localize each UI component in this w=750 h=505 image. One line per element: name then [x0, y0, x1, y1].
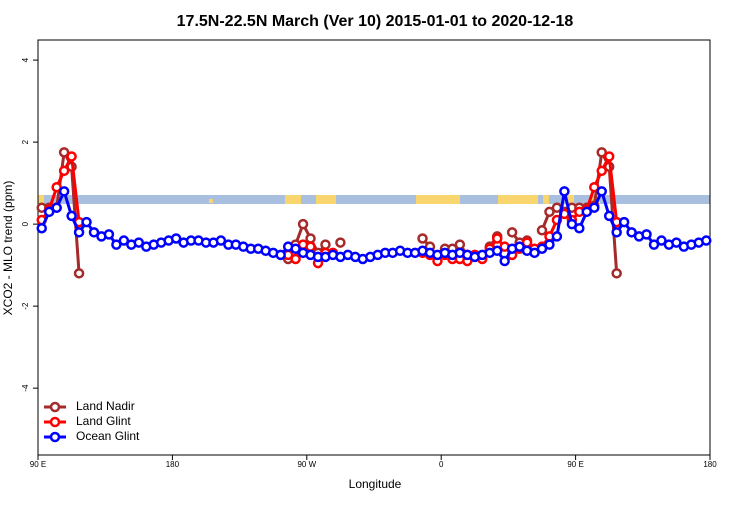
data-point	[648, 239, 660, 250]
data-point	[417, 233, 428, 244]
data-point	[603, 210, 615, 222]
data-point	[514, 241, 525, 252]
data-point	[335, 237, 346, 248]
data-point	[305, 241, 316, 252]
data-point	[491, 233, 503, 244]
land-mask-strip	[38, 195, 710, 204]
data-point	[58, 165, 70, 177]
data-point	[491, 245, 503, 257]
y-tick-label: 2	[21, 139, 30, 144]
data-point	[544, 206, 555, 218]
data-point	[626, 227, 637, 238]
data-point	[215, 235, 227, 246]
chart-title: 17.5N-22.5N March (Ver 10) 2015-01-01 to…	[177, 13, 574, 30]
data-point	[589, 181, 600, 193]
x-tick-label: 180	[166, 460, 180, 469]
data-point	[574, 222, 585, 234]
data-point	[529, 247, 540, 259]
data-point	[596, 165, 607, 177]
y-tick-label: 4	[21, 57, 30, 62]
x-tick-label: 90 E	[30, 460, 46, 469]
y-tick-label: 0	[21, 221, 30, 226]
legend-label: Land Nadir	[76, 399, 135, 413]
data-point	[499, 255, 510, 267]
data-point	[536, 225, 548, 236]
data-point	[103, 229, 115, 240]
data-point	[51, 181, 62, 193]
data-point	[581, 206, 593, 218]
data-point	[111, 239, 122, 250]
data-point	[36, 222, 47, 234]
data-point	[66, 210, 77, 222]
data-point	[656, 235, 667, 246]
data-point	[454, 239, 466, 250]
data-point	[506, 227, 518, 238]
data-point	[618, 216, 630, 228]
legend-label: Land Glint	[76, 414, 131, 428]
data-point	[290, 243, 301, 254]
data-point	[58, 186, 70, 197]
x-tick-label: 180	[703, 460, 717, 469]
data-point	[611, 268, 622, 279]
y-axis-label: XCO2 - MLO trend (ppm)	[1, 181, 15, 316]
data-point	[536, 243, 548, 254]
data-point	[671, 237, 682, 248]
y-tick-label: -4	[21, 384, 30, 392]
data-point	[320, 239, 331, 250]
x-tick-label: 90 W	[297, 460, 316, 469]
data-point	[43, 206, 55, 218]
data-point	[66, 151, 77, 162]
data-point	[81, 216, 92, 228]
data-point	[275, 249, 286, 261]
data-point	[88, 227, 100, 238]
data-point	[58, 147, 70, 158]
data-point	[544, 239, 555, 250]
data-point	[603, 151, 615, 162]
data-point	[551, 231, 563, 242]
x-tick-label: 90 E	[567, 460, 583, 469]
data-point	[596, 186, 607, 197]
data-point	[305, 233, 316, 244]
data-point	[566, 218, 578, 230]
data-point	[596, 147, 607, 158]
data-point	[73, 268, 85, 279]
data-point	[290, 253, 301, 265]
legend-marker	[49, 416, 61, 428]
data-point	[133, 237, 145, 248]
data-point	[73, 227, 85, 238]
legend-marker	[49, 401, 61, 413]
legend-marker	[49, 431, 61, 443]
data-point	[559, 186, 570, 197]
data-point	[51, 202, 62, 213]
x-tick-label: 0	[439, 460, 444, 469]
data-point	[170, 233, 182, 244]
data-point	[297, 218, 309, 230]
data-point	[641, 229, 652, 240]
data-point	[589, 202, 600, 213]
plot-frame	[37, 39, 711, 456]
data-point	[611, 227, 622, 238]
data-point	[701, 235, 712, 246]
legend-label: Ocean Glint	[76, 429, 140, 443]
x-axis-label: Longitude	[349, 477, 402, 491]
data-point	[118, 235, 130, 246]
y-tick-label: -2	[21, 302, 30, 310]
